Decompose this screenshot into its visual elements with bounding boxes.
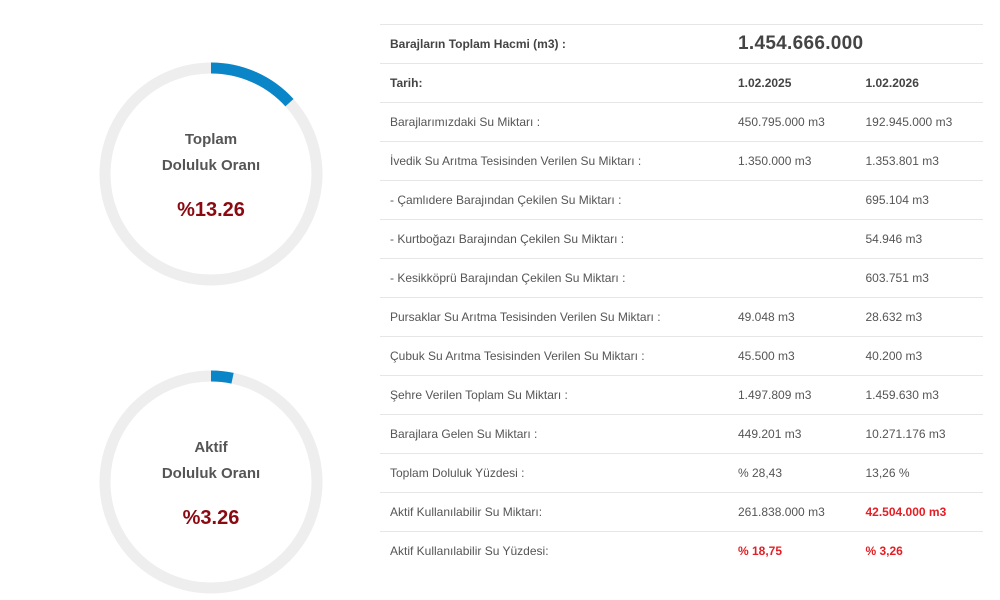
table-row-total-volume: Barajların Toplam Hacmi (m3) : 1.454.666… — [380, 24, 983, 64]
total-volume-value: 1.454.666.000 — [728, 24, 983, 64]
row-value-2025 — [728, 219, 856, 259]
table-row: Çubuk Su Arıtma Tesisinden Verilen Su Mi… — [380, 336, 983, 376]
active-gauge-arc — [210, 370, 234, 384]
row-value-2025 — [728, 180, 856, 220]
row-value-2025 — [728, 258, 856, 298]
row-value-2025: 449.201 m3 — [728, 414, 856, 454]
row-label: Pursaklar Su Arıtma Tesisinden Verilen S… — [380, 297, 728, 337]
date-column-2: 1.02.2026 — [855, 63, 983, 103]
row-value-2026-highlight: 42.504.000 m3 — [855, 492, 983, 532]
date-column-1: 1.02.2025 — [728, 63, 856, 103]
dam-statistics-table: Barajların Toplam Hacmi (m3) : 1.454.666… — [380, 24, 983, 570]
row-label: Aktif Kullanılabilir Su Yüzdesi: — [380, 531, 728, 570]
table-row: - Çamlıdere Barajından Çekilen Su Miktar… — [380, 180, 983, 220]
date-label: Tarih: — [380, 63, 728, 103]
row-value-2026: 28.632 m3 — [855, 297, 983, 337]
table-row: Barajlara Gelen Su Miktarı : 449.201 m3 … — [380, 414, 983, 454]
active-gauge-ring — [99, 370, 323, 594]
row-label: - Kurtboğazı Barajından Çekilen Su Mikta… — [380, 219, 728, 259]
row-label: - Kesikköprü Barajından Çekilen Su Mikta… — [380, 258, 728, 298]
row-value-2025: 1.497.809 m3 — [728, 375, 856, 415]
table-row: Aktif Kullanılabilir Su Yüzdesi: % 18,75… — [380, 531, 983, 570]
row-value-2025: 49.048 m3 — [728, 297, 856, 337]
active-gauge-title-line1: Aktif — [194, 438, 228, 456]
row-value-2026: 603.751 m3 — [855, 258, 983, 298]
table-row: - Kesikköprü Barajından Çekilen Su Mikta… — [380, 258, 983, 298]
row-label: Aktif Kullanılabilir Su Miktarı: — [380, 492, 728, 532]
row-label: İvedik Su Arıtma Tesisinden Verilen Su M… — [380, 141, 728, 181]
row-label: Çubuk Su Arıtma Tesisinden Verilen Su Mi… — [380, 336, 728, 376]
table-row: Şehre Verilen Toplam Su Miktarı : 1.497.… — [380, 375, 983, 415]
total-volume-label: Barajların Toplam Hacmi (m3) : — [380, 24, 728, 64]
row-label: Şehre Verilen Toplam Su Miktarı : — [380, 375, 728, 415]
row-label: Barajlarımızdaki Su Miktarı : — [380, 102, 728, 142]
row-value-2026: 54.946 m3 — [855, 219, 983, 259]
total-fill-gauge: Toplam Doluluk Oranı %13.26 — [96, 59, 326, 289]
row-value-2025-highlight: % 18,75 — [728, 531, 856, 570]
row-value-2025: 45.500 m3 — [728, 336, 856, 376]
total-gauge-title-line2: Doluluk Oranı — [161, 156, 261, 174]
active-gauge-title-line2: Doluluk Oranı — [161, 464, 261, 482]
row-value-2026: 13,26 % — [855, 453, 983, 493]
row-value-2026: 40.200 m3 — [855, 336, 983, 376]
table-row: Aktif Kullanılabilir Su Miktarı: 261.838… — [380, 492, 983, 532]
row-value-2025: 261.838.000 m3 — [728, 492, 856, 532]
row-value-2026: 1.353.801 m3 — [855, 141, 983, 181]
table-row: İvedik Su Arıtma Tesisinden Verilen Su M… — [380, 141, 983, 181]
table-row: Toplam Doluluk Yüzdesi : % 28,43 13,26 % — [380, 453, 983, 493]
row-value-2026: 1.459.630 m3 — [855, 375, 983, 415]
table-row: Pursaklar Su Arıtma Tesisinden Verilen S… — [380, 297, 983, 337]
total-gauge-title-line1: Toplam — [184, 130, 238, 148]
table-row: - Kurtboğazı Barajından Çekilen Su Mikta… — [380, 219, 983, 259]
row-value-2026: 695.104 m3 — [855, 180, 983, 220]
active-gauge-value: %3.26 — [182, 506, 240, 529]
total-gauge-ring — [99, 62, 323, 286]
row-label: Toplam Doluluk Yüzdesi : — [380, 453, 728, 493]
row-value-2025: 1.350.000 m3 — [728, 141, 856, 181]
row-value-2026: 192.945.000 m3 — [855, 102, 983, 142]
active-fill-gauge: Aktif Doluluk Oranı %3.26 — [96, 367, 326, 597]
row-label: Barajlara Gelen Su Miktarı : — [380, 414, 728, 454]
row-value-2025: % 28,43 — [728, 453, 856, 493]
row-value-2026-highlight: % 3,26 — [855, 531, 983, 570]
total-gauge-value: %13.26 — [177, 198, 245, 221]
table-row-date-header: Tarih: 1.02.2025 1.02.2026 — [380, 63, 983, 103]
total-gauge-arc — [210, 62, 294, 107]
row-label: - Çamlıdere Barajından Çekilen Su Miktar… — [380, 180, 728, 220]
row-value-2025: 450.795.000 m3 — [728, 102, 856, 142]
table-row: Barajlarımızdaki Su Miktarı : 450.795.00… — [380, 102, 983, 142]
row-value-2026: 10.271.176 m3 — [855, 414, 983, 454]
